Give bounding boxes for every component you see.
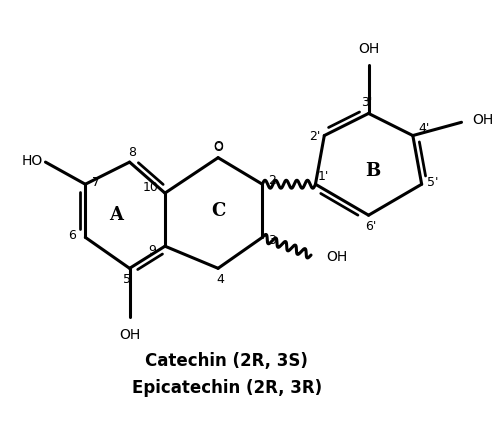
Text: 5': 5' <box>427 176 438 189</box>
Text: OH: OH <box>119 328 140 342</box>
Text: 4: 4 <box>216 273 224 286</box>
Text: 1': 1' <box>318 170 329 183</box>
Text: OH: OH <box>326 250 348 264</box>
Text: Catechin (2R, 3S): Catechin (2R, 3S) <box>146 352 308 370</box>
Text: 6': 6' <box>365 220 376 233</box>
Text: O: O <box>213 141 223 155</box>
Text: 10: 10 <box>143 181 159 194</box>
Text: 2': 2' <box>309 130 320 143</box>
Text: 2: 2 <box>268 174 276 187</box>
Text: 4': 4' <box>418 122 430 135</box>
Text: 3: 3 <box>268 234 276 248</box>
Text: Epicatechin (2R, 3R): Epicatechin (2R, 3R) <box>132 379 322 397</box>
Text: HO: HO <box>22 154 44 168</box>
Text: OH: OH <box>472 113 494 127</box>
Text: OH: OH <box>358 42 379 56</box>
Text: C: C <box>211 202 226 220</box>
Text: 7: 7 <box>92 176 100 189</box>
Text: 6: 6 <box>68 229 76 242</box>
Text: A: A <box>110 206 124 224</box>
Text: B: B <box>366 162 380 180</box>
Text: 8: 8 <box>128 146 136 159</box>
Text: 5: 5 <box>124 273 132 286</box>
Text: 9: 9 <box>148 244 156 257</box>
Text: O: O <box>213 140 223 153</box>
Text: 3': 3' <box>360 96 372 109</box>
